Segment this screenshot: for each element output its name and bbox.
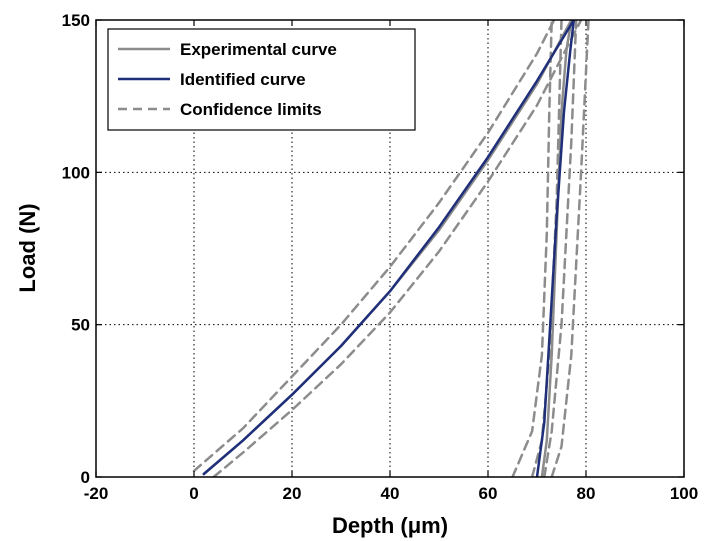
y-tick-label: 0 (81, 468, 90, 487)
series-line (543, 20, 578, 477)
y-tick-label: 100 (62, 163, 90, 182)
y-tick-label: 50 (71, 316, 90, 335)
series-line (202, 20, 576, 476)
legend-label: Confidence limits (180, 100, 322, 119)
x-tick-label: 80 (577, 484, 596, 503)
x-axis-label: Depth (μm) (332, 513, 448, 538)
x-tick-label: 100 (670, 484, 698, 503)
x-tick-label: 60 (479, 484, 498, 503)
x-tick-label: 0 (189, 484, 198, 503)
x-tick-label: -20 (84, 484, 109, 503)
legend-label: Identified curve (180, 70, 306, 89)
series-layer (192, 20, 590, 477)
x-tick-label: 20 (283, 484, 302, 503)
y-tick-label: 150 (62, 11, 90, 30)
series-line (192, 20, 556, 473)
legend: Experimental curve Identified curve Confid… (107, 28, 416, 131)
y-axis-label: Load (N) (15, 203, 40, 292)
x-tick-label: 40 (381, 484, 400, 503)
series-line (550, 20, 590, 477)
legend-label: Experimental curve (180, 40, 337, 59)
grid (96, 20, 684, 477)
series-line (535, 20, 576, 477)
series-line (212, 20, 583, 477)
series-line (511, 20, 553, 477)
series-1 (202, 20, 576, 477)
